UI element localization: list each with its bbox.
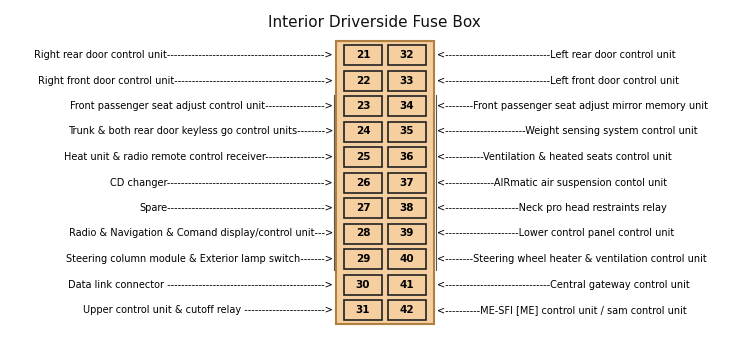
Text: 38: 38 [400, 203, 414, 213]
Text: <--------------AIRmatic air suspension contol unit: <--------------AIRmatic air suspension c… [437, 178, 667, 188]
Text: Radio & Navigation & Comand display/control unit--->: Radio & Navigation & Comand display/cont… [69, 228, 333, 238]
Text: 33: 33 [400, 76, 414, 86]
Text: 31: 31 [356, 305, 370, 315]
Text: <------------------------------Central gateway control unit: <------------------------------Central g… [437, 280, 690, 290]
Text: 42: 42 [400, 305, 414, 315]
Bar [388, 198, 426, 218]
Text: 29: 29 [356, 254, 370, 264]
Bar [388, 96, 426, 116]
Text: <--------Front passenger seat adjust mirror memory unit: <--------Front passenger seat adjust mir… [437, 101, 708, 111]
Bar [388, 70, 426, 90]
Bar [344, 96, 382, 116]
Text: 28: 28 [356, 228, 370, 238]
Text: 41: 41 [400, 280, 414, 290]
Text: <-----------Ventilation & heated seats control unit: <-----------Ventilation & heated seats c… [437, 152, 672, 162]
Text: 32: 32 [400, 50, 414, 60]
Bar [388, 172, 426, 192]
Text: 34: 34 [400, 101, 414, 111]
Text: 23: 23 [356, 101, 370, 111]
Text: 25: 25 [356, 152, 370, 162]
Text: <---------------------Lower control panel control unit: <---------------------Lower control pane… [437, 228, 674, 238]
Text: Heat unit & radio remote control receiver----------------->: Heat unit & radio remote control receive… [64, 152, 333, 162]
Bar [388, 300, 426, 320]
Text: 39: 39 [400, 228, 414, 238]
Bar [344, 300, 382, 320]
Text: <------------------------------Left front door control unit: <------------------------------Left fron… [437, 76, 679, 86]
Bar [388, 122, 426, 142]
Bar [388, 45, 426, 65]
Bar [388, 147, 426, 167]
Text: <---------------------Neck pro head restraints relay: <---------------------Neck pro head rest… [437, 203, 667, 213]
Text: Data link connector --------------------------------------------->: Data link connector --------------------… [68, 280, 333, 290]
Text: Interior Driverside Fuse Box: Interior Driverside Fuse Box [267, 15, 480, 30]
Text: <----------ME-SFI [ME] control unit / sam control unit: <----------ME-SFI [ME] control unit / sa… [437, 305, 687, 315]
Text: Front passenger seat adjust control unit----------------->: Front passenger seat adjust control unit… [70, 101, 333, 111]
Text: 35: 35 [400, 126, 414, 136]
Bar [388, 249, 426, 269]
Text: 37: 37 [400, 178, 414, 188]
Text: 40: 40 [400, 254, 414, 264]
Text: 26: 26 [356, 178, 370, 188]
Text: 36: 36 [400, 152, 414, 162]
Text: 30: 30 [356, 280, 370, 290]
Text: CD changer--------------------------------------------->: CD changer------------------------------… [111, 178, 333, 188]
Bar [344, 198, 382, 218]
Text: <------------------------------Left rear door control unit: <------------------------------Left rear… [437, 50, 676, 60]
Bar [344, 122, 382, 142]
Bar [344, 70, 382, 90]
Bar [336, 41, 434, 324]
Text: <--------Steering wheel heater & ventilation control unit: <--------Steering wheel heater & ventila… [437, 254, 707, 264]
Text: Right rear door control unit--------------------------------------------->: Right rear door control unit------------… [34, 50, 333, 60]
Text: 21: 21 [356, 50, 370, 60]
Bar [344, 45, 382, 65]
Text: 22: 22 [356, 76, 370, 86]
Text: Upper control unit & cutoff relay ----------------------->: Upper control unit & cutoff relay ------… [83, 305, 333, 315]
Text: Trunk & both rear door keyless go control units-------->: Trunk & both rear door keyless go contro… [67, 126, 333, 136]
Bar [344, 147, 382, 167]
Bar [344, 172, 382, 192]
Text: 24: 24 [356, 126, 370, 136]
Bar [344, 224, 382, 244]
Text: 27: 27 [356, 203, 370, 213]
Text: Steering column module & Exterior lamp switch------->: Steering column module & Exterior lamp s… [66, 254, 333, 264]
Text: Spare--------------------------------------------->: Spare-----------------------------------… [139, 203, 333, 213]
Bar [388, 224, 426, 244]
Text: Right front door control unit------------------------------------------->: Right front door control unit-----------… [38, 76, 333, 86]
Text: <-----------------------Weight sensing system control unit: <-----------------------Weight sensing s… [437, 126, 697, 136]
Bar [344, 249, 382, 269]
Bar [388, 274, 426, 294]
Bar [344, 274, 382, 294]
